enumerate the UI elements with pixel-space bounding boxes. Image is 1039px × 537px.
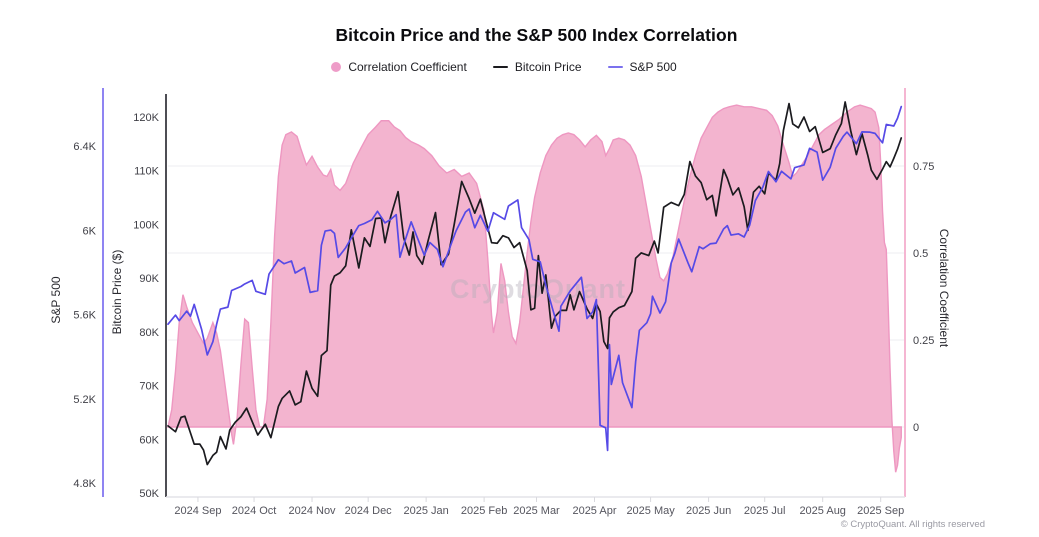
legend-item-sp500[interactable]: S&P 500	[607, 60, 677, 74]
bitcoin-tick-label: 90K	[139, 273, 159, 285]
bitcoin-tick-label: 60K	[139, 434, 159, 446]
bitcoin-tick-label: 70K	[139, 381, 159, 393]
correlation-legend-dot-icon	[331, 62, 342, 72]
correlation-tick-label: 0.75	[913, 161, 934, 173]
correlation-tick-labels: 0.75 0.5 0.25 0	[913, 161, 934, 434]
legend: Correlation Coefficient Bitcoin Price S&…	[103, 60, 905, 74]
legend-item-bitcoin[interactable]: Bitcoin Price	[492, 60, 582, 74]
correlation-tick-label: 0.5	[913, 248, 928, 260]
x-tick-label: 2024 Dec	[345, 505, 393, 517]
bitcoin-tick-label: 120K	[133, 112, 159, 124]
bitcoin-tick-label: 50K	[139, 488, 159, 500]
sp500-legend-line-icon	[607, 65, 623, 69]
sp500-tick-label: 5.2K	[73, 394, 96, 406]
x-tick-label: 2025 Apr	[572, 505, 616, 517]
x-tick-label: 2025 Jan	[404, 505, 449, 517]
correlation-area-series[interactable]	[167, 104, 902, 473]
bitcoin-axis-title: Bitcoin Price ($)	[110, 250, 124, 335]
bitcoin-tick-labels: 120K 110K 100K 90K 80K 70K 60K 50K	[133, 112, 159, 500]
x-tick-label: 2025 Feb	[461, 505, 507, 517]
copyright-notice: © CryptoQuant. All rights reserved	[840, 519, 985, 530]
sp500-axis-title: S&P 500	[49, 276, 63, 323]
x-tick-label: 2025 May	[626, 505, 675, 517]
x-tick-label: 2025 Jun	[686, 505, 731, 517]
sp500-tick-labels: 6.4K 6K 5.6K 5.2K 4.8K	[73, 141, 96, 490]
sp500-line-series[interactable]	[167, 105, 903, 452]
sp500-tick-label: 6K	[83, 225, 97, 237]
correlation-axis-title: Correlation Coefficient	[937, 229, 951, 348]
bitcoin-tick-label: 110K	[134, 166, 160, 178]
legend-label-correlation: Correlation Coefficient	[348, 60, 467, 74]
x-tick-label: 2024 Sep	[174, 505, 221, 517]
sp500-tick-label: 5.6K	[73, 310, 96, 322]
chart-title: Bitcoin Price and the S&P 500 Index Corr…	[335, 25, 738, 45]
correlation-tick-label: 0	[913, 422, 919, 434]
x-tick-label: 2025 Aug	[799, 505, 846, 517]
x-tick-label: 2025 Jul	[744, 505, 786, 517]
x-tick-label: 2025 Mar	[513, 505, 560, 517]
sp500-tick-label: 4.8K	[73, 478, 96, 490]
cryptoquant-watermark: CryptoQuant	[450, 274, 626, 304]
legend-label-bitcoin: Bitcoin Price	[514, 60, 582, 74]
x-axis-tick-labels: 2024 Sep 2024 Oct 2024 Nov 2024 Dec 2025 Jan…	[174, 497, 904, 517]
legend-item-correlation[interactable]: Correlation Coefficient	[331, 60, 467, 74]
correlation-tick-label: 0.25	[913, 335, 934, 347]
x-tick-label: 2025 Sep	[857, 505, 904, 517]
bitcoin-tick-label: 80K	[139, 327, 159, 339]
bitcoin-price-line-series[interactable]	[167, 101, 903, 466]
sp500-tick-label: 6.4K	[73, 141, 96, 153]
bitcoin-legend-line-icon	[492, 65, 508, 69]
bitcoin-tick-label: 100K	[133, 219, 159, 231]
x-tick-label: 2024 Oct	[232, 505, 277, 517]
legend-label-sp500: S&P 500	[629, 60, 677, 74]
x-tick-label: 2024 Nov	[288, 505, 336, 517]
